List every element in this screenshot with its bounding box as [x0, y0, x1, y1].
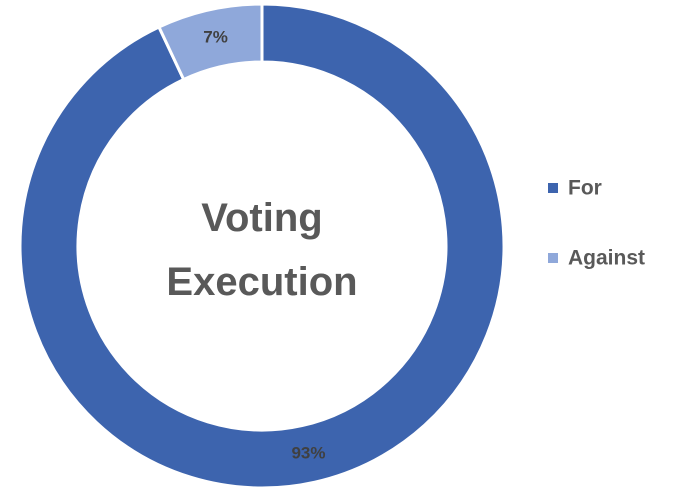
data-label: 7% [203, 28, 228, 47]
slice [18, 2, 506, 487]
slice [156, 2, 264, 82]
chart-title: Voting Execution [166, 196, 358, 304]
data-label: 93% [291, 443, 325, 462]
legend-label: Against [568, 247, 645, 270]
legend-swatch [548, 183, 558, 193]
legend-swatch [548, 253, 558, 263]
legend-label: For [568, 177, 602, 200]
